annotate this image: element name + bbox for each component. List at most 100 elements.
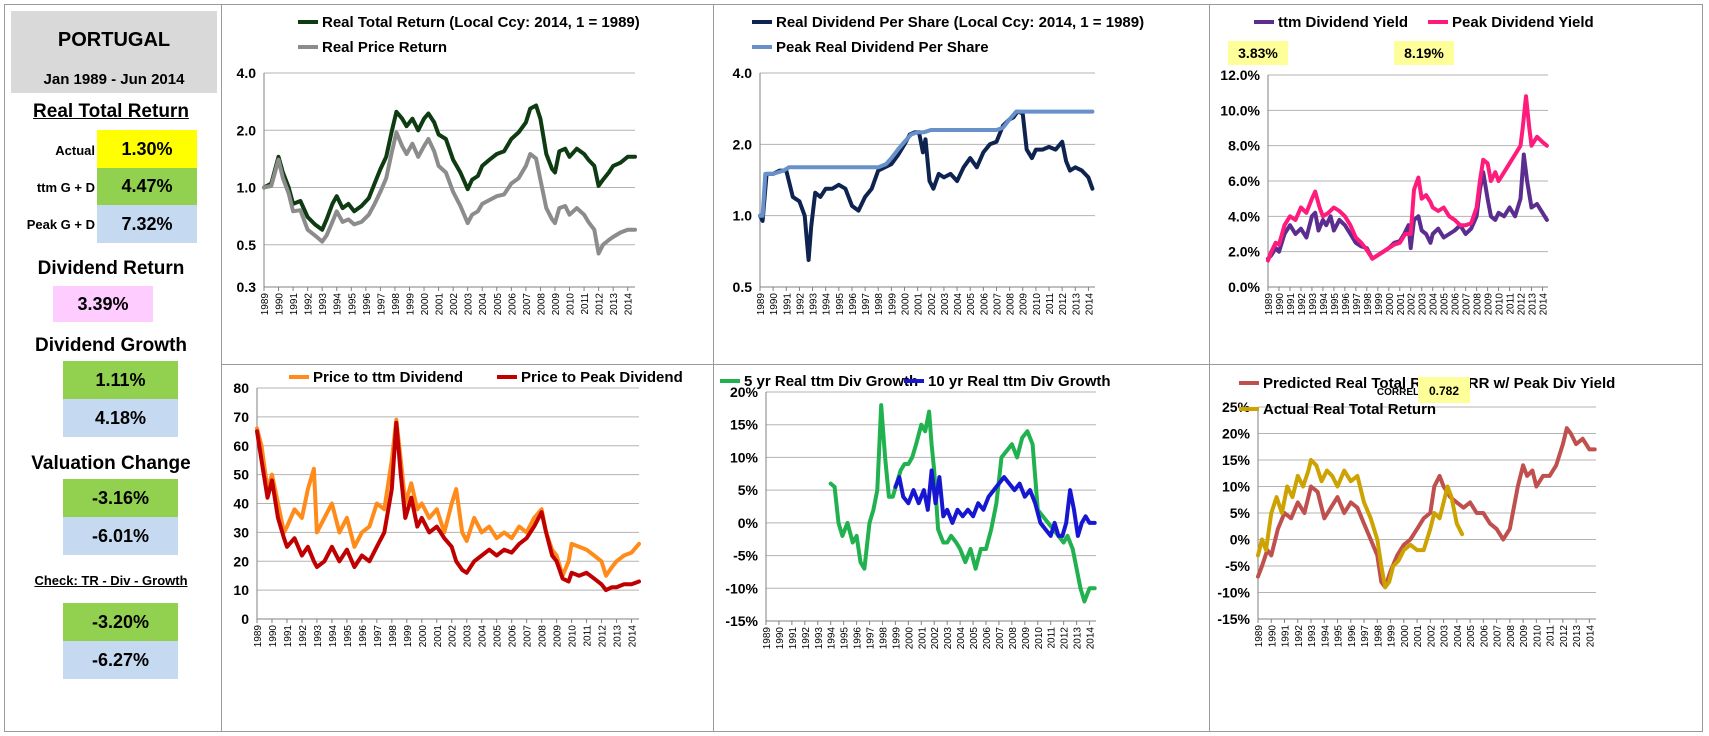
peak-gd-value: 7.32%	[97, 205, 197, 243]
correl-label: CORREL	[1377, 387, 1419, 398]
y-tick-label: 10%	[1222, 479, 1251, 495]
legend-label: Peak Real Dividend Per Share	[776, 39, 989, 56]
x-tick-label: 1995	[840, 627, 851, 650]
legend-label: Real Total Return (Local Ccy: 2014, 1 = …	[322, 14, 640, 31]
legend-label: Price to Peak Dividend	[521, 369, 683, 386]
x-tick-label: 2006	[1479, 625, 1490, 648]
x-tick-label: 1996	[1341, 293, 1352, 316]
x-tick-label: 2009	[1484, 293, 1495, 316]
x-tick-label: 2000	[420, 293, 431, 316]
x-tick-label: 1991	[1286, 293, 1297, 316]
x-tick-label: 1989	[756, 293, 767, 316]
x-tick-label: 1992	[795, 293, 806, 316]
x-tick-label: 2003	[943, 627, 954, 650]
legend-label: 5 yr Real ttm Div Growth	[744, 373, 918, 390]
y-tick-label: 0.3	[237, 279, 257, 295]
x-tick-label: 2002	[448, 625, 459, 648]
x-tick-label: 1994	[333, 293, 344, 316]
y-tick-label: 8.0%	[1228, 138, 1260, 154]
x-tick-label: 1993	[814, 627, 825, 650]
country-header: PORTUGAL Jan 1989 - Jun 2014	[11, 11, 217, 93]
x-tick-label: 1993	[809, 293, 820, 316]
x-tick-label: 2002	[449, 293, 460, 316]
x-tick-label: 1999	[1387, 625, 1398, 648]
x-tick-label: 1994	[822, 293, 833, 316]
y-tick-label: -10%	[725, 580, 758, 596]
x-tick-label: 2005	[493, 625, 504, 648]
dividend-growth-heading: Dividend Growth	[35, 335, 187, 356]
x-tick-label: 1992	[304, 293, 315, 316]
ttm-gd-label: ttm G + D	[36, 180, 95, 195]
x-tick-label: 2008	[1006, 293, 1017, 316]
x-tick-label: 2005	[966, 293, 977, 316]
x-tick-label: 1995	[835, 293, 846, 316]
x-tick-label: 2011	[1506, 293, 1517, 315]
x-tick-label: 2011	[1047, 627, 1058, 649]
x-tick-label: 1994	[328, 625, 339, 648]
yield-badge-bg	[1228, 41, 1288, 65]
actual-value: 1.30%	[97, 130, 197, 168]
y-tick-label: 0.5	[237, 237, 257, 253]
y-tick-label: 0.0%	[1228, 279, 1260, 295]
peak-gd-label: Peak G + D	[26, 217, 95, 232]
y-tick-label: 12.0%	[1220, 67, 1260, 83]
dividend-return-heading: Dividend Return	[37, 258, 185, 279]
y-tick-label: 10	[233, 582, 249, 598]
series-line-1	[758, 109, 1095, 262]
x-tick-label: 2010	[566, 293, 577, 316]
x-tick-label: 2004	[1429, 293, 1440, 316]
x-tick-label: 2011	[1546, 625, 1557, 647]
c5-group: -15% -10% -5% 0% 5% 10% 15% 20% 1989 1990 1991 1992…	[720, 373, 1111, 649]
divider-right	[1209, 5, 1210, 731]
x-tick-label: 1996	[848, 293, 859, 316]
x-tick-label: 2009	[1021, 627, 1032, 650]
y-tick-label: 15%	[730, 417, 759, 433]
x-tick-label: 2010	[1532, 625, 1543, 648]
c4-group: 0 10 20 30 40 50 60 70 80 1989 1990 1991 1992 1993 199…	[233, 369, 682, 647]
x-tick-label: 2000	[1385, 293, 1396, 316]
x-tick-label: 1991	[1281, 625, 1292, 648]
y-tick-label: 20	[233, 553, 249, 569]
x-tick-label: 2002	[930, 627, 941, 650]
series-line-2	[893, 468, 1097, 538]
chart-real-total-return: 0.3 0.5 1.0 2.0 4.0 1989 1990 1991 1992 1993 1994 1…	[222, 5, 713, 364]
legend-label: Actual Real Total Return	[1263, 401, 1436, 418]
y-tick-label: 0%	[738, 515, 759, 531]
dg-ttm-value: 1.11%	[63, 361, 178, 399]
x-tick-label: 2003	[463, 625, 474, 648]
x-tick-label: 1993	[313, 625, 324, 648]
y-tick-label: 80	[233, 380, 249, 396]
x-tick-label: 1993	[1308, 293, 1319, 316]
x-tick-label: 2006	[982, 627, 993, 650]
x-tick-label: 2009	[1519, 625, 1530, 648]
y-tick-label: 5%	[1230, 505, 1251, 521]
x-tick-label: 1989	[253, 625, 264, 648]
x-tick-label: 1997	[861, 293, 872, 316]
vc-ttm-value: -3.16%	[63, 479, 178, 517]
x-tick-label: 1996	[853, 627, 864, 650]
x-tick-label: 1992	[801, 627, 812, 650]
x-tick-label: 2013	[613, 625, 624, 648]
x-tick-label: 2000	[904, 627, 915, 650]
chart-dividend-yield-svg: 0.0%2.0%4.0%6.0%8.0%10.0%12.0%1989 1990 19…	[1220, 14, 1593, 316]
x-tick-label: 2010	[1495, 293, 1506, 316]
x-tick-label: 2006	[979, 293, 990, 316]
x-tick-label: 2003	[1418, 293, 1429, 316]
y-tick-label: 4.0	[733, 65, 753, 81]
y-tick-label: 2.0	[237, 122, 257, 138]
x-tick-label: 2009	[1019, 293, 1030, 316]
y-tick-label: 60	[233, 438, 249, 454]
x-tick-label: 1989	[1254, 625, 1265, 648]
y-tick-label: -15%	[725, 613, 758, 629]
x-tick-label: 2013	[1528, 293, 1539, 316]
x-tick-label: 1997	[376, 293, 387, 316]
y-tick-label: 0	[241, 611, 249, 627]
x-tick-label: 2012	[598, 625, 609, 648]
x-tick-label: 1998	[874, 293, 885, 316]
x-tick-label: 2005	[969, 627, 980, 650]
check-ttm-value: -3.20%	[63, 603, 178, 641]
valuation-change-heading: Valuation Change	[31, 453, 191, 474]
y-tick-label: 6.0%	[1228, 173, 1260, 189]
x-tick-label: 2011	[1045, 293, 1056, 315]
x-tick-label: 2001	[1413, 625, 1424, 648]
